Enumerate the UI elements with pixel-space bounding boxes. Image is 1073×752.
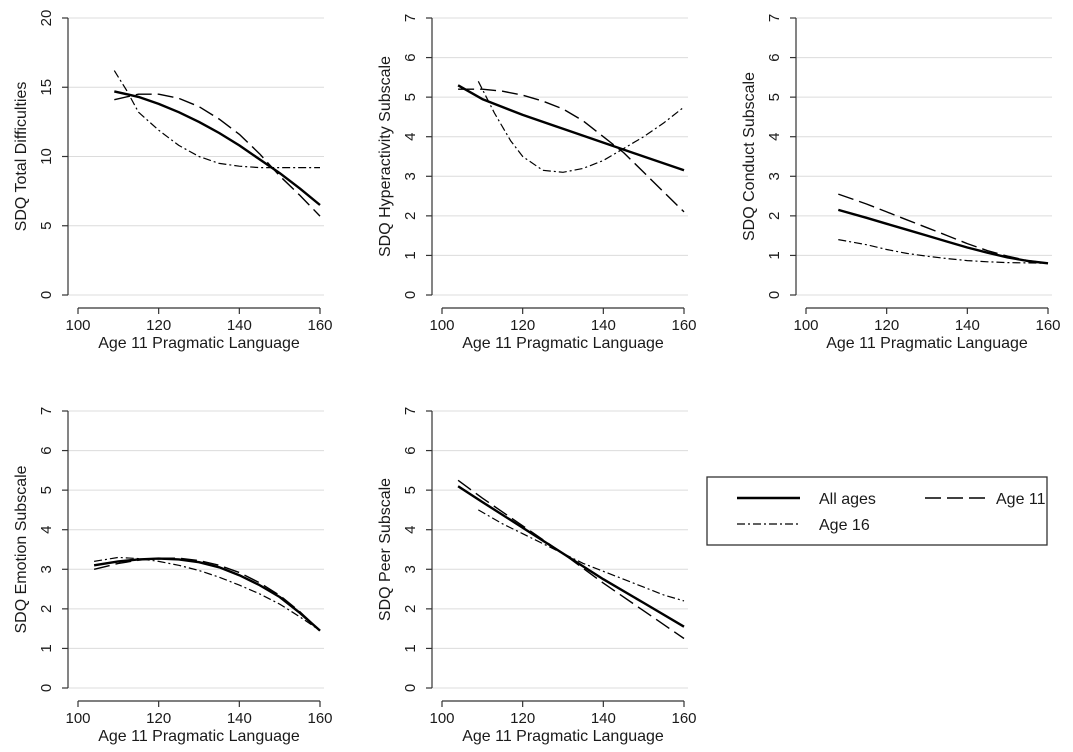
x-tick-label: 120 <box>146 710 171 727</box>
panel-sdq-peer-subscale: 0 1 2 3 4 5 6 7 100 120 140 160 Age 11 Pragmatic Lan… <box>377 407 697 745</box>
x-tick-label: 100 <box>429 317 454 334</box>
x-tick-label: 160 <box>671 710 696 727</box>
legend-label-age-11: Age 11 <box>996 491 1046 508</box>
y-tick-label: 3 <box>402 172 419 180</box>
series-line-age-16 <box>478 509 685 602</box>
legend-label-all-ages: All ages <box>819 491 876 508</box>
x-tick-label: 120 <box>146 317 171 334</box>
x-tick-label: 160 <box>671 317 696 334</box>
x-tick-label: 120 <box>510 710 535 727</box>
series-line-all-ages <box>114 90 321 206</box>
series-line-all-ages <box>457 84 685 172</box>
y-tick-label: 5 <box>766 93 783 101</box>
y-tick-label: 2 <box>402 605 419 613</box>
y-tick-label: 4 <box>766 133 783 141</box>
y-axis-title: SDQ Total Difficulties <box>13 82 30 232</box>
series-line-age-16 <box>477 81 685 173</box>
x-axis-title: Age 11 Pragmatic Language <box>98 728 300 745</box>
y-tick-label: 6 <box>766 53 783 61</box>
y-axis-title: SDQ Hyperactivity Subscale <box>377 56 394 257</box>
y-tick-label: 0 <box>38 684 55 692</box>
x-tick-label: 140 <box>227 710 252 727</box>
y-tick-label: 5 <box>38 222 55 230</box>
x-tick-label: 140 <box>591 317 616 334</box>
legend: All ages Age 11 Age 16 <box>706 476 1048 546</box>
series-line-age-16 <box>838 239 1049 264</box>
panel-sdq-hyperactivity-subscale: 0 1 2 3 4 5 6 7 100 120 140 160 Age 11 Pragmatic Lan… <box>377 14 697 352</box>
y-tick-label: 1 <box>766 251 783 259</box>
y-tick-label: 1 <box>402 644 419 652</box>
x-tick-label: 100 <box>65 317 90 334</box>
y-tick-label: 7 <box>402 407 419 415</box>
x-axis-title: Age 11 Pragmatic Language <box>462 728 664 745</box>
y-tick-label: 2 <box>766 212 783 220</box>
y-axis-title: SDQ Conduct Subscale <box>741 72 758 241</box>
x-tick-label: 140 <box>227 317 252 334</box>
y-tick-label: 10 <box>38 148 55 165</box>
x-tick-label: 140 <box>955 317 980 334</box>
legend-label-age-16: Age 16 <box>819 517 870 534</box>
x-tick-label: 100 <box>793 317 818 334</box>
x-axis-title: Age 11 Pragmatic Language <box>462 335 664 352</box>
y-tick-label: 6 <box>38 446 55 454</box>
y-tick-label: 6 <box>402 446 419 454</box>
y-tick-label: 5 <box>38 486 55 494</box>
panel-sdq-conduct-subscale: 0 1 2 3 4 5 6 7 100 120 140 160 Age 11 Pragmatic Lan… <box>741 14 1061 352</box>
x-tick-label: 160 <box>307 710 332 727</box>
y-axis-title: SDQ Peer Subscale <box>377 478 394 621</box>
y-tick-label: 2 <box>402 212 419 220</box>
y-axis-title: SDQ Emotion Subscale <box>13 465 30 633</box>
y-tick-label: 1 <box>38 644 55 652</box>
y-tick-label: 7 <box>402 14 419 22</box>
x-tick-label: 120 <box>874 317 899 334</box>
y-tick-label: 5 <box>402 93 419 101</box>
y-tick-label: 3 <box>38 565 55 573</box>
panel-sdq-total-difficulties: 0 5 10 15 20 100 120 140 160 Age 11 Pragmatic Lan… <box>13 10 333 352</box>
y-tick-label: 6 <box>402 53 419 61</box>
y-tick-label: 15 <box>38 79 55 96</box>
series-line-age-11 <box>458 88 685 213</box>
y-tick-label: 3 <box>402 565 419 573</box>
y-tick-label: 0 <box>38 291 55 299</box>
y-tick-label: 20 <box>38 10 55 27</box>
x-axis-title: Age 11 Pragmatic Language <box>98 335 300 352</box>
y-tick-label: 5 <box>402 486 419 494</box>
series-line-age-11 <box>114 93 321 217</box>
series-line-all-ages <box>93 557 321 632</box>
series-line-all-ages <box>837 208 1049 265</box>
x-tick-label: 100 <box>65 710 90 727</box>
series-line-age-11 <box>457 479 685 640</box>
series-line-age-11 <box>838 193 1049 264</box>
y-tick-label: 2 <box>38 605 55 613</box>
legend-box <box>706 476 1048 546</box>
panel-sdq-emotion-subscale: 0 1 2 3 4 5 6 7 100 120 140 160 Age 11 Pragmatic Lan… <box>13 407 333 745</box>
x-tick-label: 140 <box>591 710 616 727</box>
x-axis-title: Age 11 Pragmatic Language <box>826 335 1028 352</box>
x-tick-label: 120 <box>510 317 535 334</box>
y-tick-label: 1 <box>402 251 419 259</box>
x-tick-label: 160 <box>1035 317 1060 334</box>
y-tick-label: 3 <box>766 172 783 180</box>
y-tick-label: 0 <box>402 291 419 299</box>
series-line-age-11 <box>93 557 321 632</box>
y-tick-label: 7 <box>38 407 55 415</box>
y-tick-label: 7 <box>766 14 783 22</box>
x-tick-label: 160 <box>307 317 332 334</box>
y-tick-label: 0 <box>766 291 783 299</box>
x-tick-label: 100 <box>429 710 454 727</box>
series-line-age-16 <box>94 556 321 632</box>
y-tick-label: 4 <box>402 526 419 534</box>
y-tick-label: 4 <box>402 133 419 141</box>
y-tick-label: 0 <box>402 684 419 692</box>
series-line-all-ages <box>457 485 685 628</box>
series-line-age-16 <box>113 70 320 169</box>
y-tick-label: 4 <box>38 526 55 534</box>
